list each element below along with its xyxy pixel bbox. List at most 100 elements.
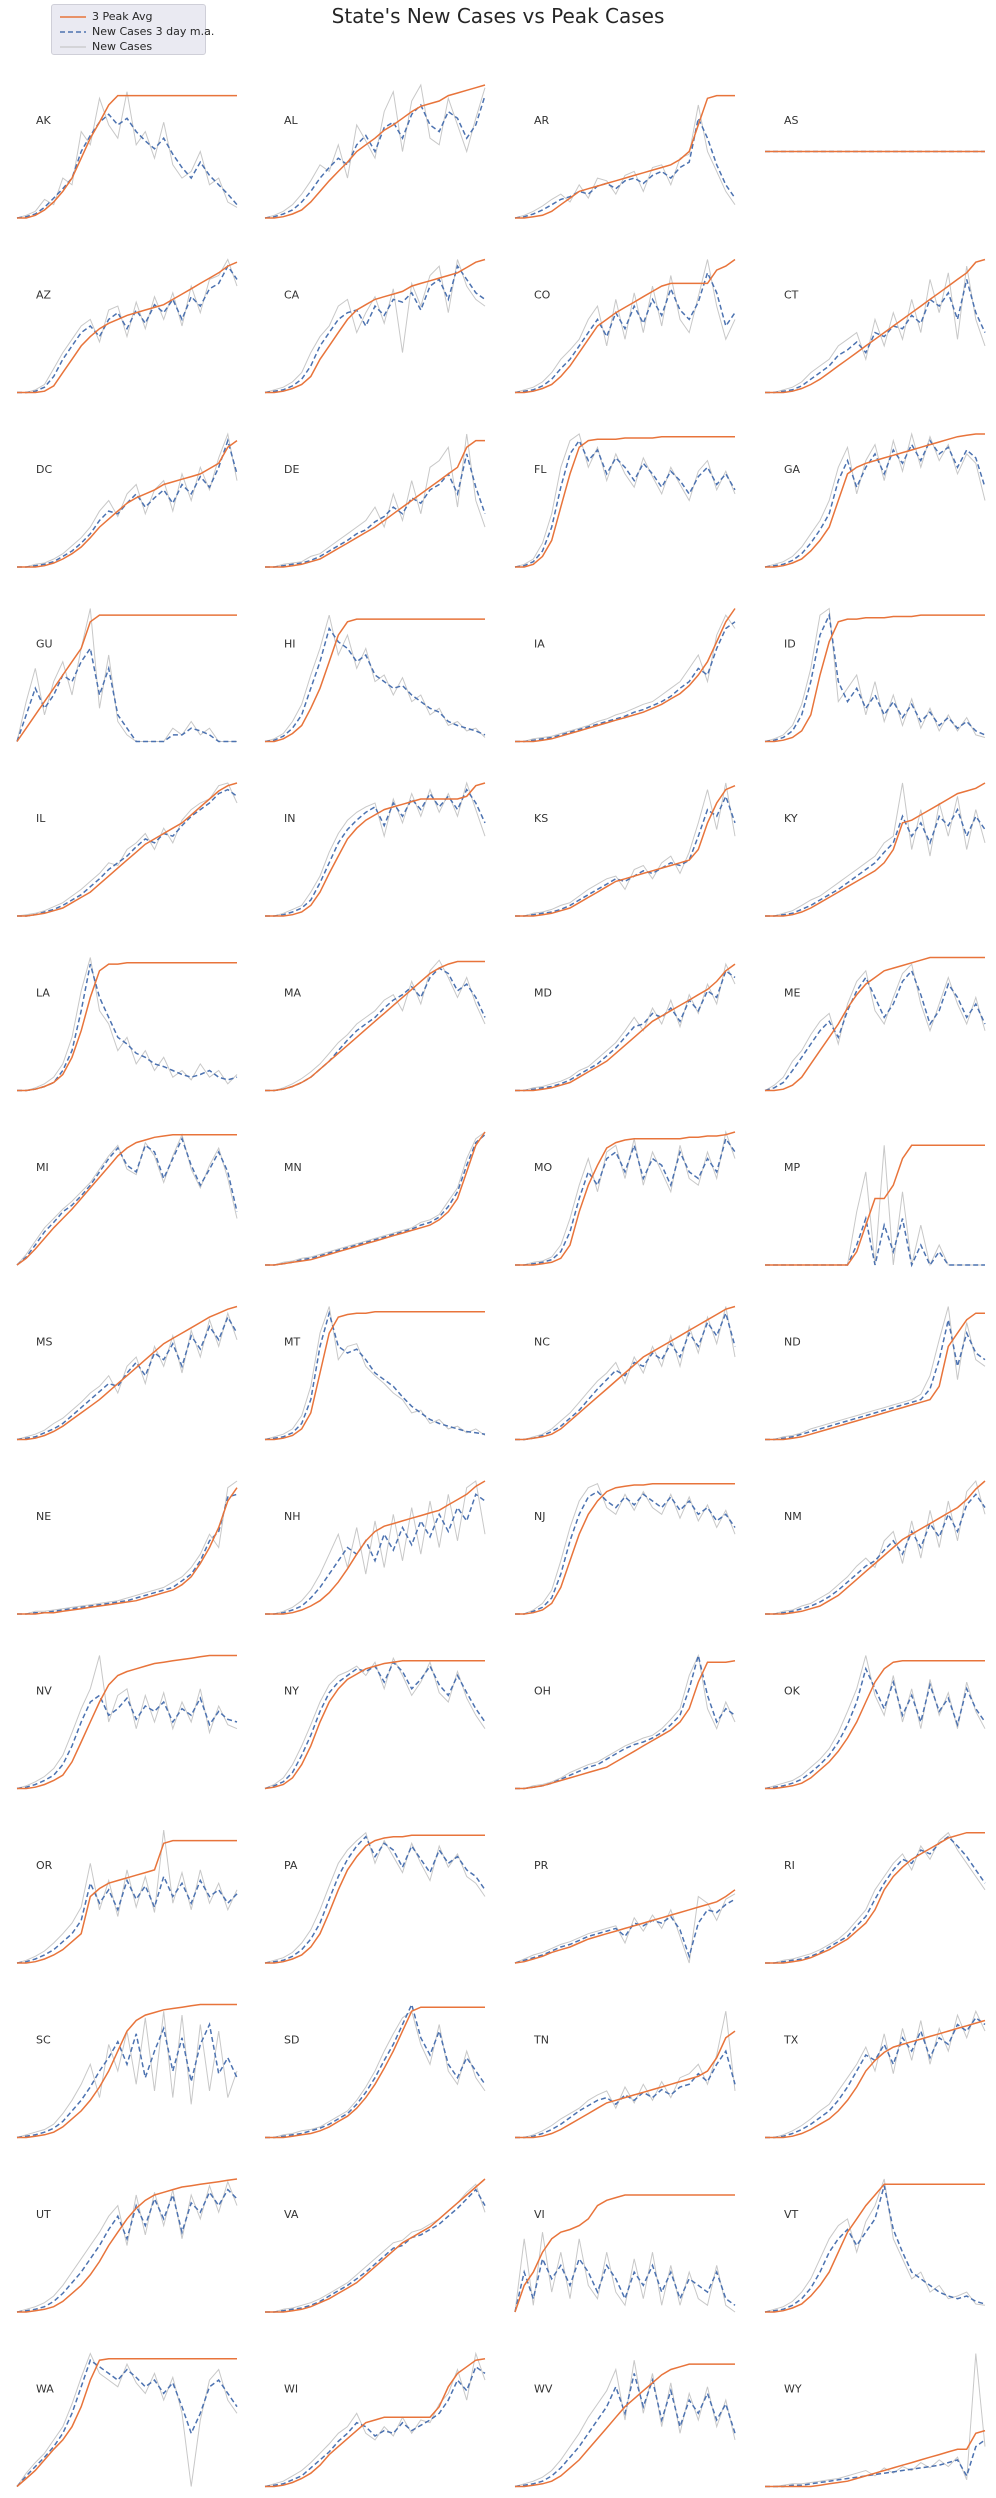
series-peak-ms: [17, 1305, 238, 1441]
series-peak-co: [515, 258, 736, 394]
series-new-cases-va: [265, 2183, 486, 2313]
panel-label-vi: VI: [534, 2208, 545, 2221]
panel-label-wy: WY: [784, 2383, 802, 2396]
panel-label-az: AZ: [36, 289, 52, 302]
series-new-cases-ca: [264, 259, 486, 393]
series-ma-or: [16, 1874, 238, 1964]
panel-label-ny: NY: [284, 1685, 299, 1698]
panel-label-il: IL: [36, 812, 46, 825]
series-peak-la: [17, 962, 237, 1092]
series-peak-ne: [17, 1487, 238, 1615]
series-new-cases-tx: [765, 2009, 986, 2138]
panel-label-mt: MT: [284, 1336, 300, 1349]
series-ma-ma: [265, 967, 486, 1092]
panel-vt: VT: [764, 2178, 986, 2313]
series-new-cases-ak: [16, 91, 238, 219]
panel-label-wa: WA: [36, 2383, 54, 2396]
series-peak-mo: [515, 1131, 736, 1266]
series-ma-hi: [264, 626, 486, 743]
series-ma-nj: [515, 1490, 736, 1615]
series-ma-mn: [265, 1134, 486, 1266]
series-new-cases-de: [265, 433, 486, 568]
series-new-cases-pr: [514, 1893, 736, 1964]
panel-label-ri: RI: [784, 1859, 795, 1872]
series-new-cases-ct: [765, 266, 986, 393]
panel-label-de: DE: [284, 463, 299, 476]
series-ma-sd: [265, 2002, 486, 2139]
panel-tx: TX: [765, 2009, 986, 2139]
panel-pa: PA: [264, 1831, 486, 1964]
legend-label-ma: New Cases 3 day m.a.: [92, 25, 215, 38]
panel-label-wi: WI: [284, 2383, 298, 2396]
series-ma-nd: [765, 1319, 986, 1441]
series-ma-md: [515, 969, 736, 1092]
panel-la: LA: [17, 957, 238, 1092]
panel-label-sc: SC: [36, 2034, 51, 2047]
series-peak-va: [265, 2178, 486, 2313]
series-peak-ak: [17, 94, 237, 219]
panel-ny: NY: [264, 1656, 486, 1790]
legend-entry-ma: New Cases 3 day m.a.: [52, 25, 214, 39]
panel-mt: MT: [264, 1306, 486, 1441]
panel-label-vt: VT: [784, 2208, 799, 2221]
panel-fl: FL: [514, 433, 736, 568]
legend-entry-peak: 3 Peak Avg: [52, 10, 205, 24]
panel-nd: ND: [765, 1306, 986, 1441]
panel-or: OR: [16, 1829, 238, 1964]
series-peak-ca: [265, 258, 486, 394]
series-peak-dc: [17, 439, 238, 568]
series-peak-nm: [765, 1480, 986, 1615]
series-ma-ri: [765, 1835, 986, 1964]
series-peak-al: [265, 84, 486, 219]
panel-label-ca: CA: [284, 289, 300, 302]
series-ma-ok: [764, 1666, 986, 1790]
series-new-cases-ia: [515, 614, 736, 742]
panel-label-in: IN: [284, 812, 295, 825]
panel-label-nc: NC: [534, 1336, 550, 1349]
series-new-cases-co: [514, 259, 736, 393]
panel-ga: GA: [764, 432, 986, 568]
panel-md: MD: [515, 962, 736, 1092]
panel-ut: UT: [16, 2178, 238, 2313]
series-ma-ak: [16, 113, 238, 219]
series-ma-la: [17, 963, 238, 1092]
series-ma-id: [764, 612, 986, 743]
series-new-cases-md: [515, 962, 736, 1091]
panel-hi: HI: [264, 614, 486, 743]
series-peak-me: [765, 956, 985, 1092]
panel-label-ky: KY: [784, 812, 798, 825]
panel-ar: AR: [514, 94, 736, 219]
panel-label-mp: MP: [784, 1161, 800, 1174]
series-ma-mo: [515, 1136, 736, 1266]
series-new-cases-gu: [16, 608, 237, 742]
series-ma-ks: [515, 794, 736, 917]
series-peak-ut: [17, 2178, 238, 2313]
series-new-cases-tn: [515, 2011, 736, 2138]
series-ma-ca: [264, 264, 486, 394]
panel-de: DE: [265, 433, 486, 568]
series-ma-vi: [514, 2256, 736, 2313]
series-new-cases-mi: [16, 1133, 238, 1266]
series-peak-wv: [515, 2363, 735, 2488]
series-peak-il: [17, 782, 238, 917]
series-new-cases-il: [16, 782, 238, 917]
panel-az: AZ: [17, 258, 238, 394]
panel-il: IL: [16, 782, 238, 917]
panel-ct: CT: [765, 258, 986, 394]
series-peak-de: [265, 439, 485, 568]
series-peak-nh: [265, 1480, 486, 1615]
series-new-cases-ks: [515, 782, 736, 917]
panel-va: VA: [265, 2178, 486, 2313]
panel-label-ms: MS: [36, 1336, 52, 1349]
panel-label-wv: WV: [534, 2383, 553, 2396]
legend-swatch-peak: [60, 16, 86, 18]
series-peak-id: [765, 614, 985, 743]
panel-in: IN: [265, 781, 486, 917]
panel-wv: WV: [514, 2360, 736, 2488]
series-new-cases-oh: [515, 1653, 736, 1789]
panel-as: AS: [765, 114, 985, 153]
series-new-cases-ga: [764, 432, 986, 568]
panel-label-mn: MN: [284, 1161, 302, 1174]
panel-tn: TN: [515, 2011, 736, 2139]
series-ma-fl: [514, 439, 736, 568]
